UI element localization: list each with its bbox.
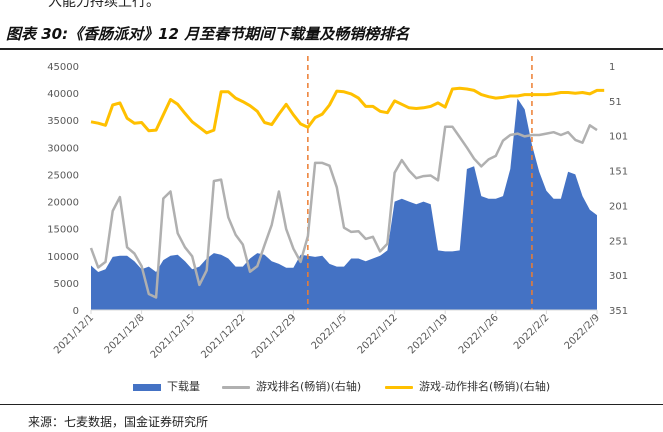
y-left-tick-label-2: 10000 — [47, 252, 79, 263]
y-left-tick-label-9: 45000 — [47, 62, 79, 73]
x-tick-label-6: 2022/1/12 — [356, 312, 400, 356]
source-note: 来源：七麦数据，国金证券研究所 — [28, 415, 209, 429]
legend-item-game-rank: 游戏排名(畅销)(右轴) — [222, 378, 361, 394]
x-tick-label-7: 2022/1/19 — [406, 312, 450, 356]
y-right-tick-label-6: 301 — [609, 271, 628, 282]
legend-swatch-downloads — [133, 383, 161, 391]
y-left-tick-label-7: 35000 — [47, 116, 79, 127]
legend-swatch-game-rank — [222, 385, 250, 389]
x-tick-label-9: 2022/2/2 — [512, 312, 552, 352]
legend-label-game-rank: 游戏排名(畅销)(右轴) — [256, 380, 362, 393]
y-right-tick-label-4: 201 — [609, 201, 628, 212]
y-left-tick-label-0: 0 — [73, 306, 79, 317]
y-right-tick-label-7: 351 — [609, 306, 628, 317]
legend-label-action-rank: 游戏-动作排名(畅销)(右轴) — [419, 380, 551, 393]
chart-area: 0 5000 10000 15000 20000 25000 30000 35000 40000… — [0, 50, 663, 402]
x-tick-label-0: 2021/12/1 — [52, 312, 96, 356]
y-left-tick-label-8: 40000 — [47, 89, 79, 100]
x-tick-label-10: 2022/2/9 — [563, 312, 603, 352]
y-right-tick-label-2: 101 — [609, 132, 628, 143]
figure-title-bar: 图表 30:《香肠派对》12 月至春节期间下载量及畅销榜排名 — [0, 20, 663, 50]
y-right-tick-label-3: 151 — [609, 167, 628, 178]
y-left-tick-label-5: 25000 — [47, 170, 79, 181]
y-right-tick-label-0: 1 — [609, 62, 615, 73]
x-tick-label-4: 2021/12/29 — [250, 312, 299, 361]
cut-off-body-text: 入能力持续上行。 — [48, 0, 160, 10]
chart-legend: 下载量 游戏排名(畅销)(右轴) 游戏-动作排名(畅销)(右轴) — [0, 376, 663, 396]
x-tick-label-1: 2021/12/8 — [103, 312, 147, 356]
y-right-tick-label-5: 251 — [609, 236, 628, 247]
legend-item-downloads: 下载量 — [133, 378, 200, 394]
footer-rule: 来源：七麦数据，国金证券研究所 — [0, 404, 663, 429]
x-tick-label-5: 2022/1/5 — [310, 312, 350, 352]
series-action-rank-line — [90, 86, 605, 135]
y-left-tick-label-4: 20000 — [47, 198, 79, 209]
series-downloads-area — [91, 98, 597, 310]
x-tick-label-8: 2022/1/26 — [457, 312, 501, 356]
x-tick-label-3: 2021/12/22 — [199, 312, 248, 361]
legend-swatch-action-rank — [385, 385, 413, 389]
y-right-tick-label-1: 51 — [609, 97, 622, 108]
y-left-tick-label-3: 15000 — [47, 225, 79, 236]
series-game-rank-line — [89, 124, 598, 299]
y-left-tick-label-6: 30000 — [47, 143, 79, 154]
chart-svg: 0 5000 10000 15000 20000 25000 30000 35000 40000… — [47, 56, 628, 361]
x-tick-label-2: 2021/12/15 — [149, 312, 198, 361]
legend-label-downloads: 下载量 — [167, 380, 200, 393]
legend-item-action-rank: 游戏-动作排名(畅销)(右轴) — [385, 378, 550, 394]
figure-title: 图表 30:《香肠派对》12 月至春节期间下载量及畅销榜排名 — [6, 25, 410, 43]
y-left-tick-label-1: 5000 — [54, 279, 79, 290]
